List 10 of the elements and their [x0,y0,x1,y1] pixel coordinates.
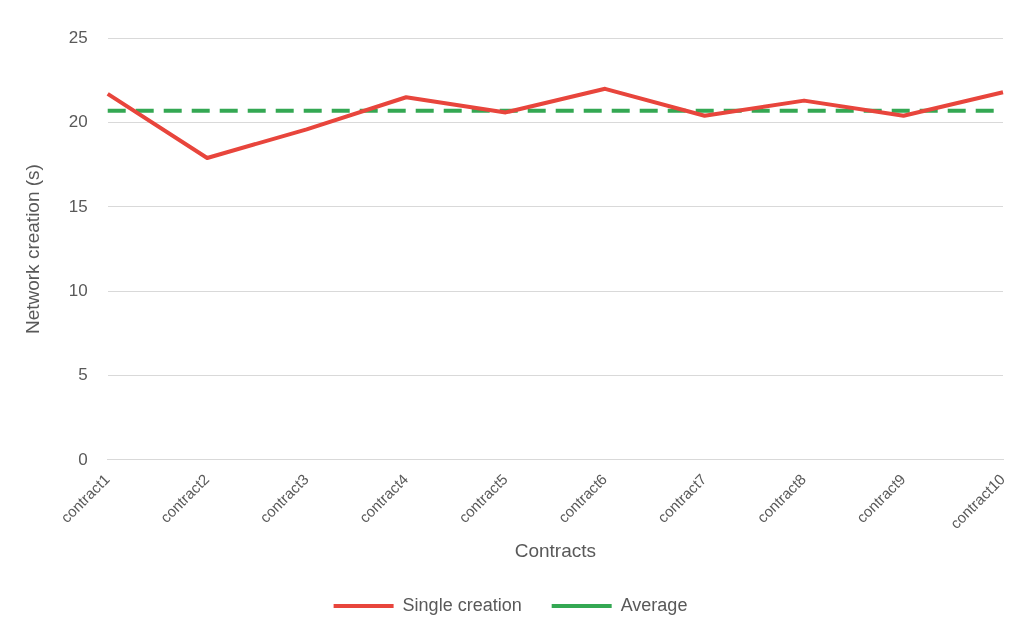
y-tick-label: 15 [68,196,88,216]
y-tick-label: 10 [68,280,88,300]
y-axis-title: Network creation (s) [21,164,43,335]
y-tick-label: 25 [68,27,88,47]
y-tick-label: 5 [78,365,88,385]
legend-label: Average [620,594,688,615]
legend-label: Single creation [402,594,522,615]
x-axis-title: Contracts [514,539,597,561]
y-tick-label: 0 [78,449,88,469]
y-tick-label: 20 [68,112,88,132]
